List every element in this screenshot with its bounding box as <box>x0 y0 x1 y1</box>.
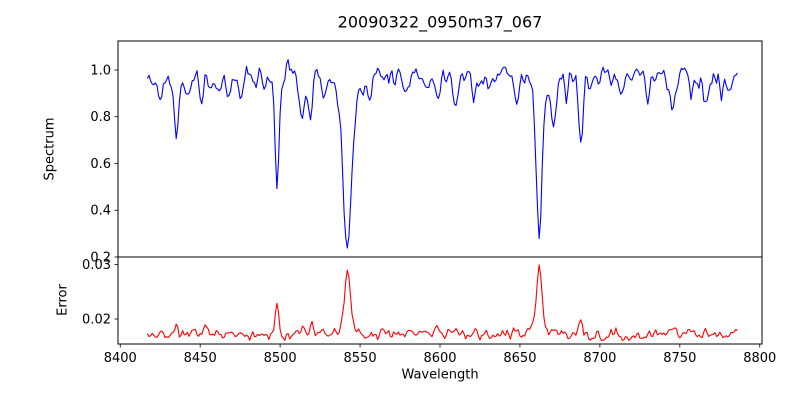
spectrum-axis-label: Spectrum <box>42 117 58 181</box>
x-tick-label: 8450 <box>184 351 217 366</box>
spectrum-y-tick-label: 0.6 <box>90 157 111 172</box>
x-tick-label: 8400 <box>104 351 137 366</box>
x-tick-label: 8550 <box>344 351 377 366</box>
spectrum-y-tick-label: 0.2 <box>90 251 111 266</box>
spectrum-line <box>146 59 738 249</box>
x-tick-label: 8650 <box>503 351 536 366</box>
chart-title: 20090322_0950m37_067 <box>337 12 543 32</box>
x-tick-label: 8750 <box>663 351 696 366</box>
x-tick-label: 8500 <box>264 351 297 366</box>
x-tick-label: 8800 <box>743 351 776 366</box>
error-axis-label: Error <box>55 284 71 316</box>
x-tick-label: 8700 <box>583 351 616 366</box>
error-y-tick-label: 0.03 <box>82 258 111 273</box>
spectrum-y-tick-label: 0.4 <box>90 204 111 219</box>
error-line <box>146 264 738 342</box>
error-y-tick-label: 0.02 <box>82 312 111 327</box>
spectrum-y-tick-label: 1.0 <box>90 63 111 78</box>
spectrum-y-tick-label: 0.8 <box>90 110 111 125</box>
wavelength-axis-label: Wavelength <box>401 367 479 383</box>
x-tick-label: 8600 <box>423 351 456 366</box>
spectrum-panel-spine <box>117 40 763 258</box>
